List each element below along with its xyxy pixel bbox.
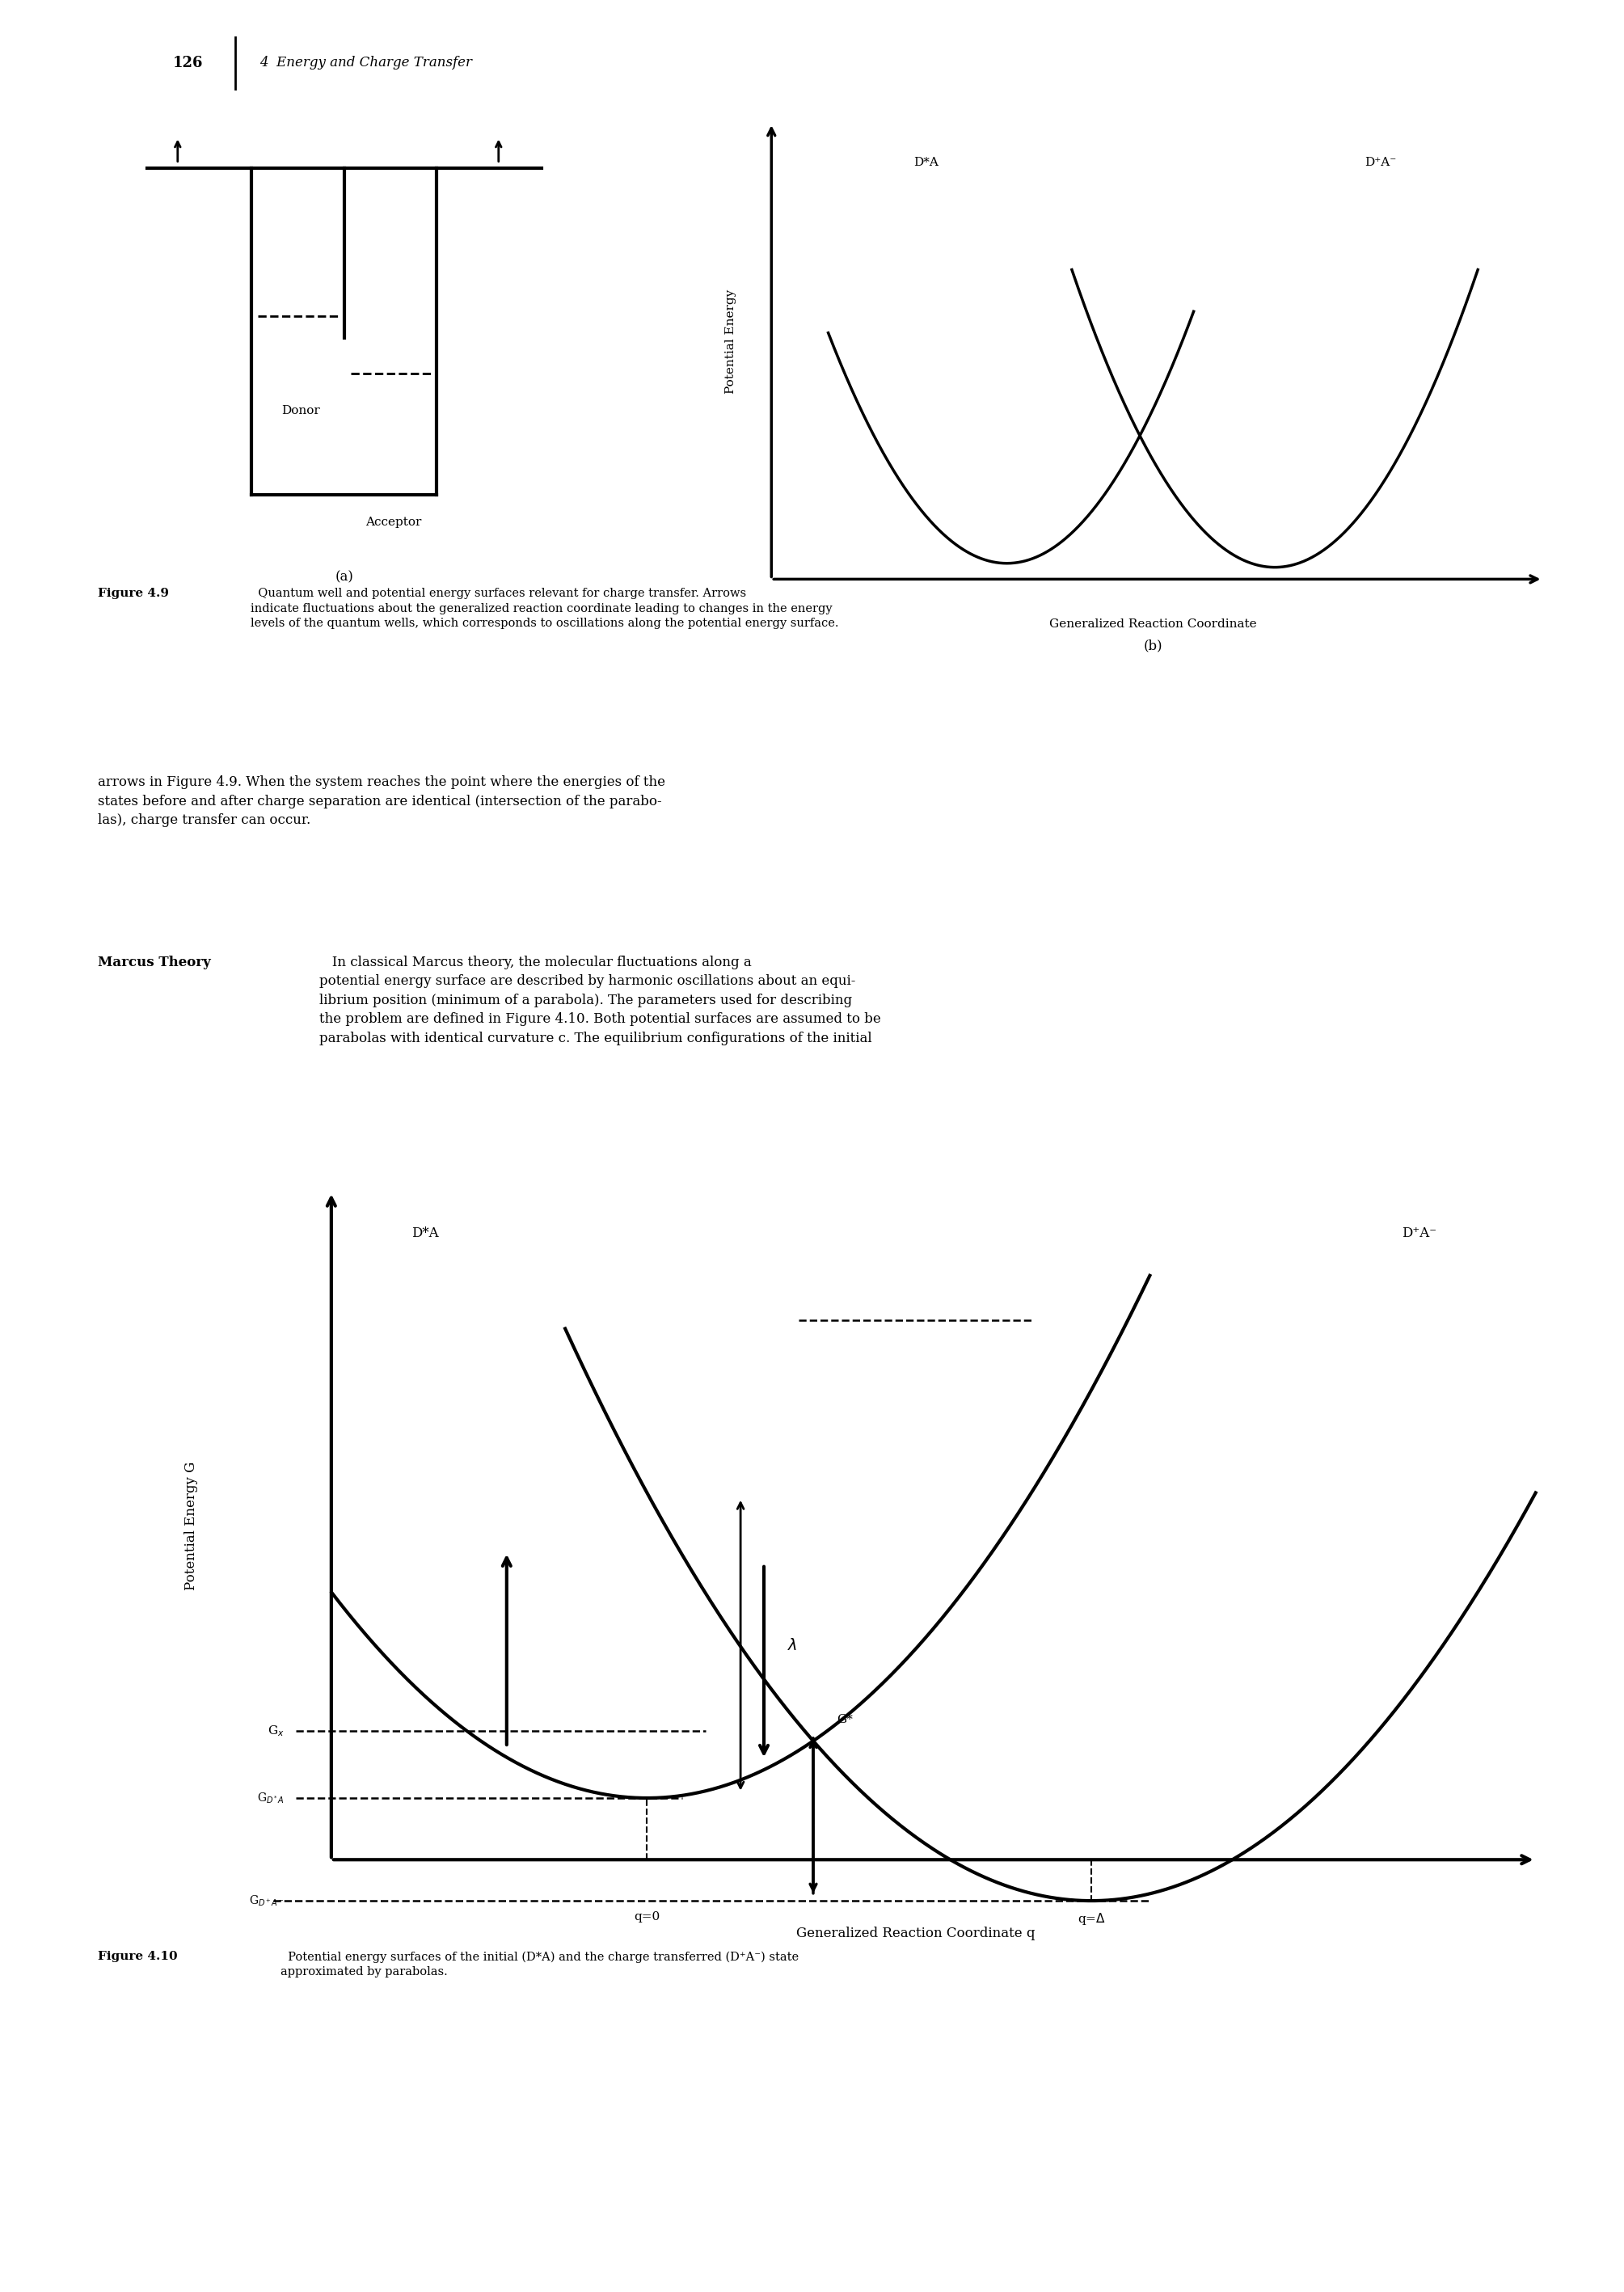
Text: G*: G* (836, 1714, 853, 1726)
Text: D⁺A⁻: D⁺A⁻ (1402, 1226, 1436, 1240)
Text: In classical Marcus theory, the molecular fluctuations along a
potential energy : In classical Marcus theory, the molecula… (320, 956, 882, 1045)
Text: G$_{D^+A^-}$: G$_{D^+A^-}$ (250, 1893, 284, 1907)
Text: q=0: q=0 (633, 1912, 659, 1923)
Text: Potential energy surfaces of the initial (D*A) and the charge transferred (D⁺A⁻): Potential energy surfaces of the initial… (279, 1950, 799, 1978)
Text: Acceptor: Acceptor (365, 516, 422, 527)
Text: 4  Energy and Charge Transfer: 4 Energy and Charge Transfer (260, 57, 473, 69)
Text: D*A: D*A (913, 156, 939, 167)
Text: (b): (b) (1143, 639, 1163, 653)
Text: Generalized Reaction Coordinate q: Generalized Reaction Coordinate q (796, 1928, 1036, 1941)
Text: G$_x$: G$_x$ (268, 1724, 284, 1737)
Text: G$_{D^*A}$: G$_{D^*A}$ (257, 1790, 284, 1806)
Text: (a): (a) (335, 571, 354, 584)
Text: q=$\Delta$: q=$\Delta$ (1077, 1912, 1106, 1925)
Text: Figure 4.10: Figure 4.10 (97, 1950, 177, 1962)
Text: Potential Energy: Potential Energy (726, 289, 736, 394)
Text: D⁺A⁻: D⁺A⁻ (1364, 156, 1397, 167)
Text: arrows in Figure 4.9. When the system reaches the point where the energies of th: arrows in Figure 4.9. When the system re… (97, 775, 664, 827)
Text: Figure 4.9: Figure 4.9 (97, 589, 169, 598)
Text: 126: 126 (172, 55, 203, 71)
Text: Generalized Reaction Coordinate: Generalized Reaction Coordinate (1049, 619, 1257, 630)
Text: D*A: D*A (411, 1226, 438, 1240)
Text: Potential Energy G: Potential Energy G (184, 1462, 198, 1591)
Text: Marcus Theory: Marcus Theory (97, 956, 211, 970)
Text: Quantum well and potential energy surfaces relevant for charge transfer. Arrows
: Quantum well and potential energy surfac… (250, 589, 840, 628)
Text: Donor: Donor (283, 406, 320, 417)
Text: $\lambda$: $\lambda$ (788, 1639, 797, 1653)
